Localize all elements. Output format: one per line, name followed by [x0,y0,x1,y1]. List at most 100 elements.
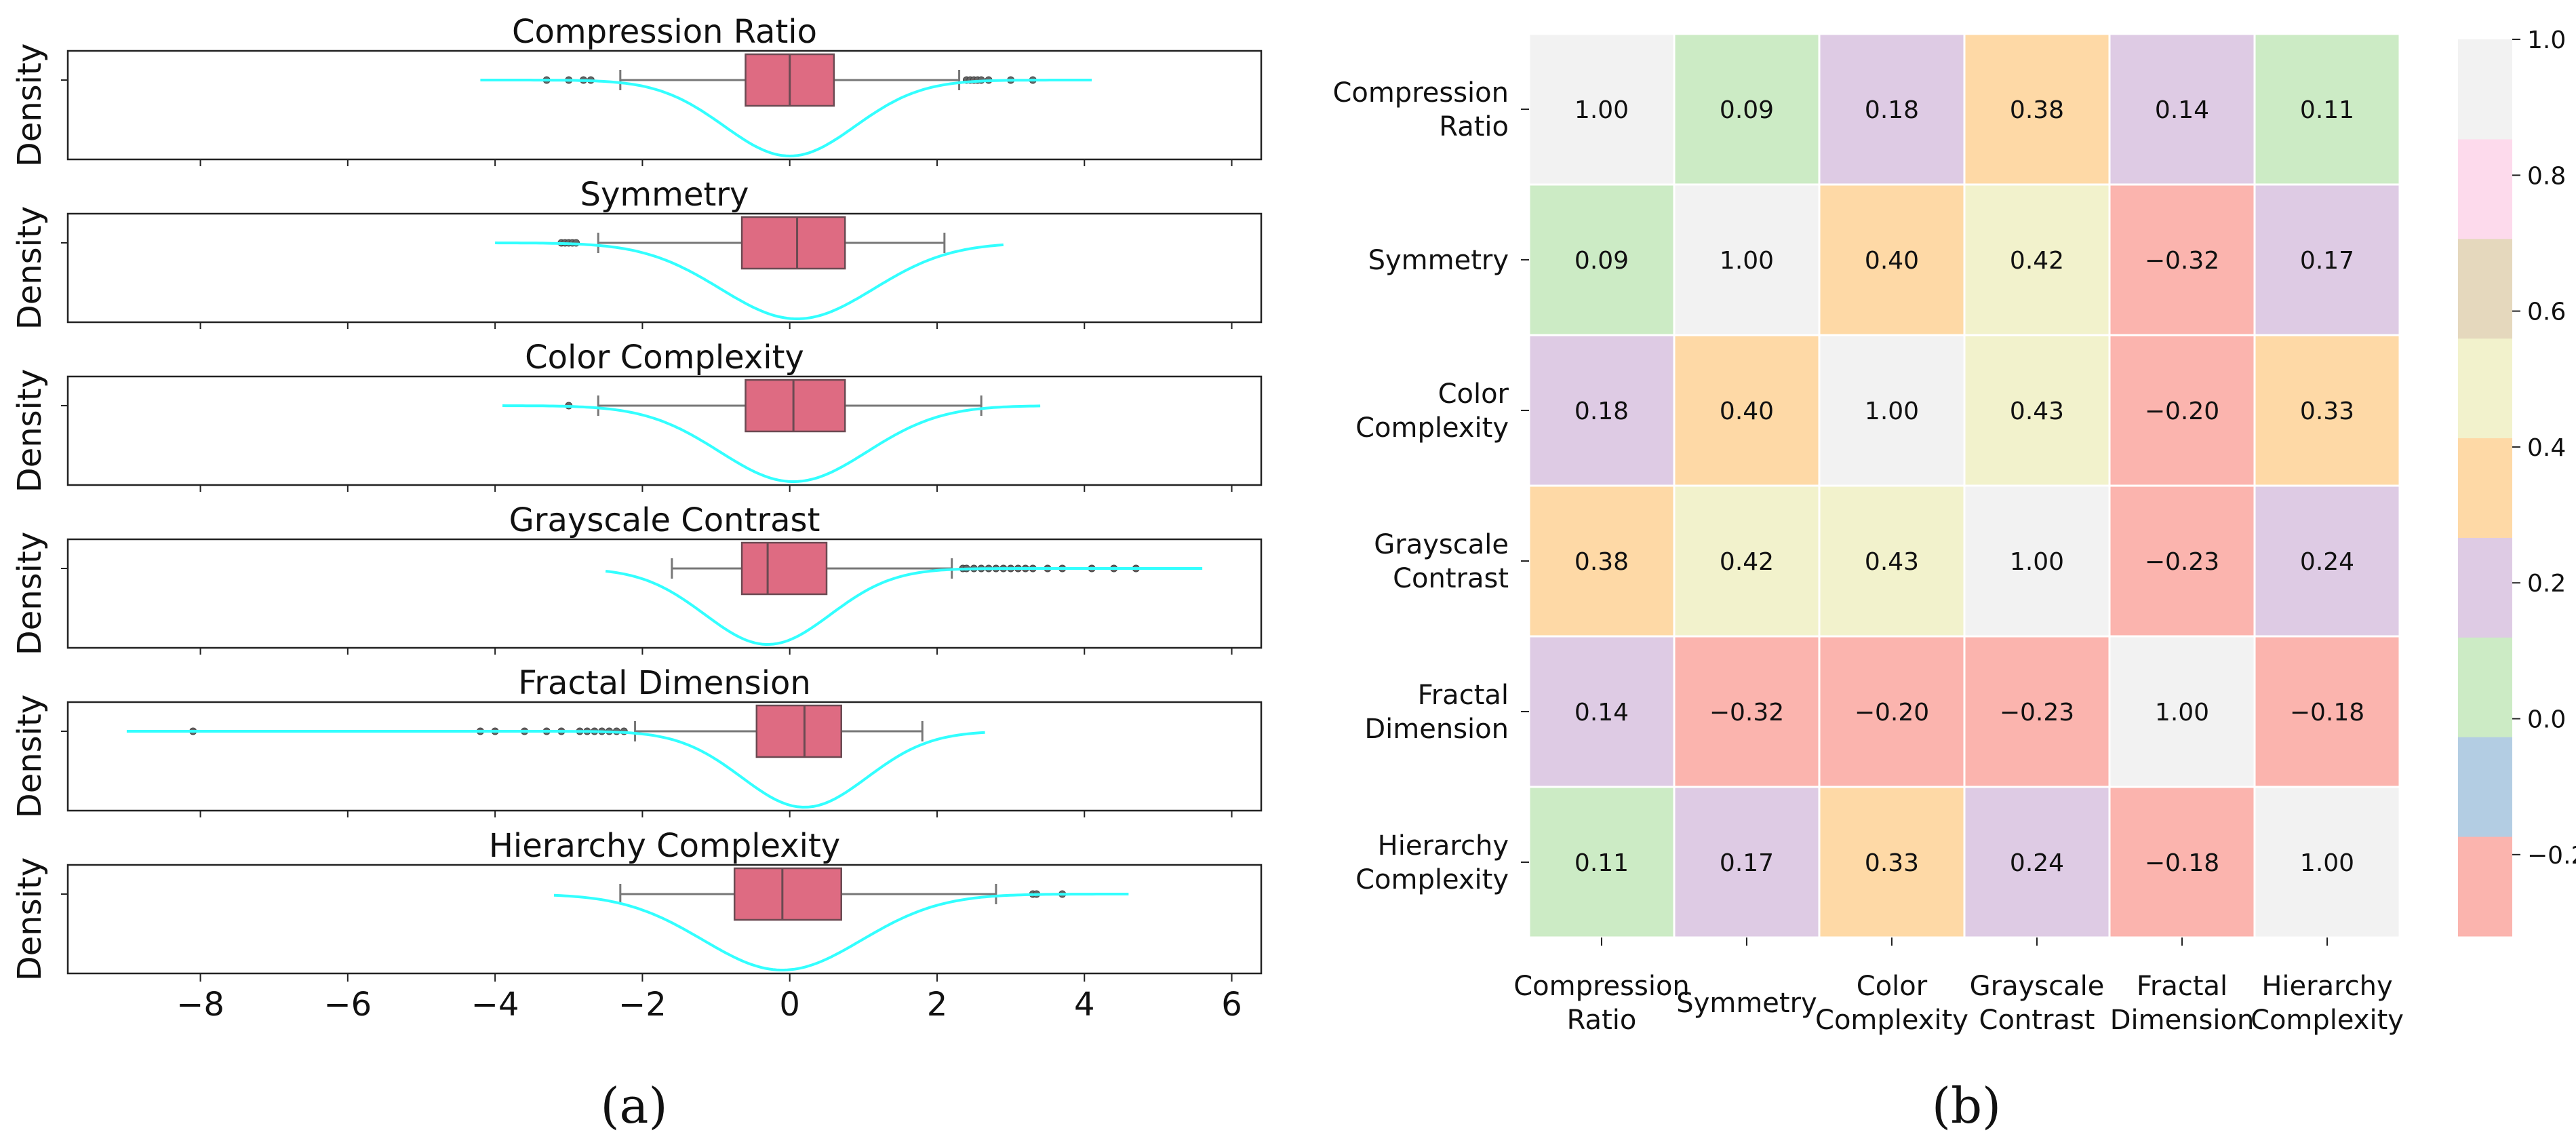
row-label: Compression [1332,77,1509,109]
density-curve [495,241,1004,321]
heatmap-cell [1673,33,1821,186]
x-tick-label: −8 [176,986,224,1024]
cell-value-label: 0.38 [1574,548,1629,576]
colorbar-segment [2458,836,2512,937]
subplot-frame [66,538,1263,649]
box-density-panel: Compression RatioDensitySymmetryDensityC… [11,13,1263,1024]
cell-value-label: 0.24 [2010,849,2064,877]
heatmap-cell [2108,183,2256,336]
cell-value-label: 0.09 [1720,96,1774,124]
cell-value-label: 0.42 [1720,548,1774,576]
cell-value-label: −0.20 [1855,699,1929,727]
cell-value-label: −0.32 [1709,699,1784,727]
cell-value-label: 0.11 [2300,96,2354,124]
colorbar-tick-label: 0.8 [2527,162,2566,190]
cell-value-label: 1.00 [1574,96,1629,124]
subplot-frame [66,50,1263,161]
subplot-title: Symmetry [580,176,749,214]
subplot-frame [66,375,1263,486]
x-tick-label: 0 [779,986,800,1024]
row-label: Dimension [1364,714,1509,745]
heatmap-cell [1963,33,2111,186]
heatmap-cell [1528,786,1676,939]
subplot-grayscale-contrast: Grayscale Contrast Density [11,501,1263,655]
column-label: Ratio [1567,1005,1637,1036]
cell-value-label: 0.43 [1865,548,1919,576]
cell-value-label: −0.18 [2290,699,2364,727]
box [745,379,846,433]
box [740,541,828,596]
colorbar-tick-label: 0.2 [2527,570,2566,598]
colorbar-segment [2458,438,2512,538]
cell-value-label: 0.33 [1865,849,1919,877]
row-label: Fractal [1418,680,1509,711]
column-label: Fractal [2137,971,2227,1002]
colorbar-segment [2458,138,2512,239]
heatmap-cell [2108,635,2256,788]
panel-a-label: (a) [600,1077,667,1134]
heatmap-cell [1818,33,1966,186]
cell-value-label: −0.20 [2145,398,2219,425]
colorbar-segment [2458,537,2512,638]
heatmap-cell [1818,484,1966,638]
heatmap-cell [1963,183,2111,336]
heatmap-cell [2253,484,2401,638]
x-tick-label: 4 [1074,986,1095,1024]
row-label: Complexity [1355,412,1509,444]
x-tick-label: −4 [471,986,519,1024]
cell-value-label: 1.00 [1865,398,1919,425]
subplot-frame [66,212,1263,324]
subplot-compression-ratio: Compression Ratio Density [11,13,1263,167]
x-tick-label: 2 [927,986,948,1024]
cell-value-label: 0.18 [1574,398,1629,425]
cell-value-label: 1.00 [1720,247,1774,275]
cell-value-label: 0.40 [1720,398,1774,425]
colorbar-tick-label: 0.6 [2527,298,2566,326]
colorbar-segment [2458,737,2512,837]
heatmap-cell [2108,33,2256,186]
colorbar-segment [2458,39,2512,140]
density-curve [553,893,1129,971]
column-label: Complexity [2251,1005,2404,1036]
colorbar-segment [2458,338,2512,439]
row-label: Contrast [1393,563,1509,594]
cell-value-label: 0.11 [1574,849,1629,877]
heatmap-cell [2108,334,2256,487]
row-label: Grayscale [1374,529,1509,560]
cell-value-label: −0.32 [2145,247,2219,275]
row-label: Complexity [1355,864,1509,895]
cell-value-label: 1.00 [2010,548,2064,576]
heatmap-cell [1818,183,1966,336]
row-label: Color [1438,379,1509,410]
cell-value-label: −0.23 [2000,699,2074,727]
cell-value-label: −0.23 [2145,548,2219,576]
colorbar-segment [2458,238,2512,339]
heatmap-cell [1963,635,2111,788]
subplot-title: Hierarchy Complexity [489,827,840,865]
cell-value-label: 1.00 [2155,699,2209,727]
row-label: Hierarchy [1378,830,1509,862]
cell-value-label: 0.14 [2155,96,2209,124]
box [740,216,846,270]
heatmap-cell [2253,786,2401,939]
heatmap-cell [1528,484,1676,638]
heatmap-cell [2253,183,2401,336]
heatmap-cell [2253,33,2401,186]
y-axis-label: Density [11,857,49,981]
heatmap-cell [1528,635,1676,788]
cell-value-label: 0.17 [2300,247,2354,275]
cell-value-label: −0.18 [2145,849,2219,877]
cell-value-label: 0.43 [2010,398,2064,425]
row-label: Symmetry [1368,245,1509,276]
x-tick-label: 6 [1221,986,1242,1024]
cell-value-label: 0.40 [1865,247,1919,275]
column-label: Dimension [2110,1005,2255,1036]
colorbar-tick-label: 1.0 [2527,26,2566,54]
cell-value-label: 1.00 [2300,849,2354,877]
subplot-hierarchy-complexity: Hierarchy Complexity Density −8 −6 −4 −2 0 2 4 6 [11,827,1263,1024]
column-label: Complexity [1815,1005,1968,1036]
y-axis-label: Density [11,43,49,167]
subplot-title: Fractal Dimension [518,664,811,702]
y-axis-label: Density [11,206,49,330]
